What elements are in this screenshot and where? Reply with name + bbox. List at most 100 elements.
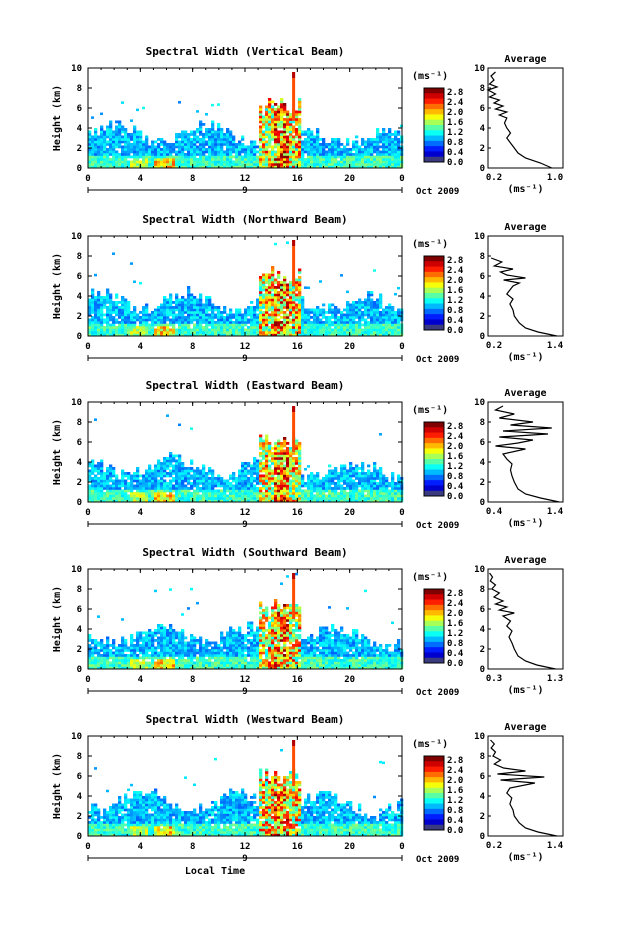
colorbar-tick-label: 2.8 [447,256,463,266]
profile-x-tick-label: 1.4 [547,841,564,851]
x-tick-label: 0 [399,174,404,184]
x-tick-label: 4 [138,508,144,518]
profile-y-tick-label: 2 [480,645,485,655]
colorbar-tick-label: 2.0 [447,609,463,619]
heatmap-field [88,572,404,670]
colorbar-swatch [424,119,444,126]
colorbar-frame [423,755,445,831]
profile-x-axis-label: (ms⁻¹) [507,852,543,863]
x-tick-label: 0 [399,508,404,518]
profile-y-tick-label: 6 [480,272,485,282]
colorbar-swatch [424,261,444,267]
colorbar-tick-label: 1.2 [447,462,463,472]
colorbar-swatch [424,626,444,632]
x-tick-label: 8 [190,508,195,518]
x-tick-label: 16 [292,174,303,184]
y-tick-label: 2 [77,645,82,655]
profile-line [486,71,553,169]
colorbar-swatch [424,151,444,158]
x-tick-label: 0 [85,842,90,852]
profile-x-axis-label: (ms⁻¹) [507,184,543,195]
x-tick-label: 16 [292,342,303,352]
profile-frame [487,235,564,337]
y-tick-label: 6 [77,605,82,615]
y-tick-label: 4 [77,124,83,134]
colorbar-swatch [424,620,444,627]
colorbar-swatch [424,594,444,600]
profile-x-tick-label: 0.2 [486,341,502,351]
colorbar-swatch [424,437,444,444]
date-marker: 9 [242,186,247,196]
panel-title: Spectral Width (Northward Beam) [142,213,347,226]
profile-y-tick-label: 0 [480,665,485,675]
colorbar-tick-label: 2.8 [447,756,463,766]
y-tick-label: 4 [77,458,83,468]
colorbar-swatch [424,819,444,826]
heatmap-field [88,240,404,337]
y-tick-label: 4 [77,625,83,635]
colorbar-swatch [424,98,444,105]
colorbar-swatch [424,641,444,648]
colorbar-swatch [424,103,444,110]
colorbar-swatch [424,130,444,136]
y-tick-label: 10 [71,64,82,74]
average-profile: Average 0 2 4 6 8 10 0.4 1.4 (ms⁻¹) [474,388,564,529]
colorbar-swatch [424,657,444,664]
y-axis-label: Height (km) [51,753,63,819]
date-marker: 9 [242,354,247,364]
panel-title: Spectral Width (Vertical Beam) [146,45,345,58]
colorbar-tick-label: 1.2 [447,296,463,306]
panel-title: Spectral Width (Eastward Beam) [146,379,345,392]
y-tick-label: 4 [77,292,83,302]
profile-y-tick-label: 4 [480,792,486,802]
x-tick-label: 4 [138,675,144,685]
profile-y-tick-label: 0 [480,164,485,174]
colorbar-swatch [424,793,444,799]
y-tick-label: 2 [77,144,82,154]
y-tick-label: 2 [77,812,82,822]
panel-1: Spectral Width (Northward Beam)0 4 8 12 16 20… [51,213,564,365]
profile-x-tick-label: 1.4 [547,341,564,351]
colorbar-tick-label: 0.0 [447,158,463,168]
profile-x-tick-label: 1.4 [547,507,564,517]
colorbar-tick-label: 0.0 [447,492,463,502]
x-tick-label: 20 [344,174,355,184]
colorbar-tick-label: 0.4 [447,649,464,659]
y-tick-label: 10 [71,398,82,408]
y-axis-label: Height (km) [51,253,63,319]
profile-y-tick-label: 2 [480,312,485,322]
colorbar-frame [423,87,445,163]
colorbar-tick-label: 1.6 [447,452,463,462]
colorbar-swatch [424,427,444,433]
profile-title: Average [504,555,546,566]
date-marker: 9 [242,520,247,530]
x-tick-label: 4 [138,342,144,352]
x-tick-label: 8 [190,675,195,685]
panel-4: Spectral Width (Westward Beam)0 4 8 12 16 20 0… [51,713,564,877]
colorbar-swatch [424,422,444,428]
colorbar-swatch [424,610,444,616]
colorbar-swatch [424,256,444,262]
y-tick-label: 0 [77,164,82,174]
profile-line [493,405,560,503]
colorbar-swatch [424,448,444,455]
profile-y-tick-label: 4 [480,625,486,635]
profile-y-tick-label: 10 [474,732,485,742]
profile-y-tick-label: 8 [480,418,485,428]
average-profile: Average 0 2 4 6 8 10 0.3 1.3 (ms⁻¹) [474,555,564,696]
colorbar-swatch [424,599,444,606]
x-tick-label: 0 [399,342,404,352]
profile-x-tick-label: 0.2 [486,841,502,851]
y-tick-label: 10 [71,732,82,742]
colorbar-swatch [424,271,444,278]
y-axis-label: Height (km) [51,586,63,652]
colorbar-unit: (ms⁻¹) [412,239,448,250]
profile-x-axis-label: (ms⁻¹) [507,518,543,529]
profile-y-tick-label: 8 [480,252,485,262]
average-profile: Average 0 2 4 6 8 10 0.2 1.0 (ms⁻¹) [474,54,564,195]
y-tick-label: 8 [77,84,82,94]
profile-title: Average [504,388,546,399]
profile-y-tick-label: 6 [480,605,485,615]
profile-title: Average [504,222,546,233]
colorbar-tick-label: 0.0 [447,326,463,336]
